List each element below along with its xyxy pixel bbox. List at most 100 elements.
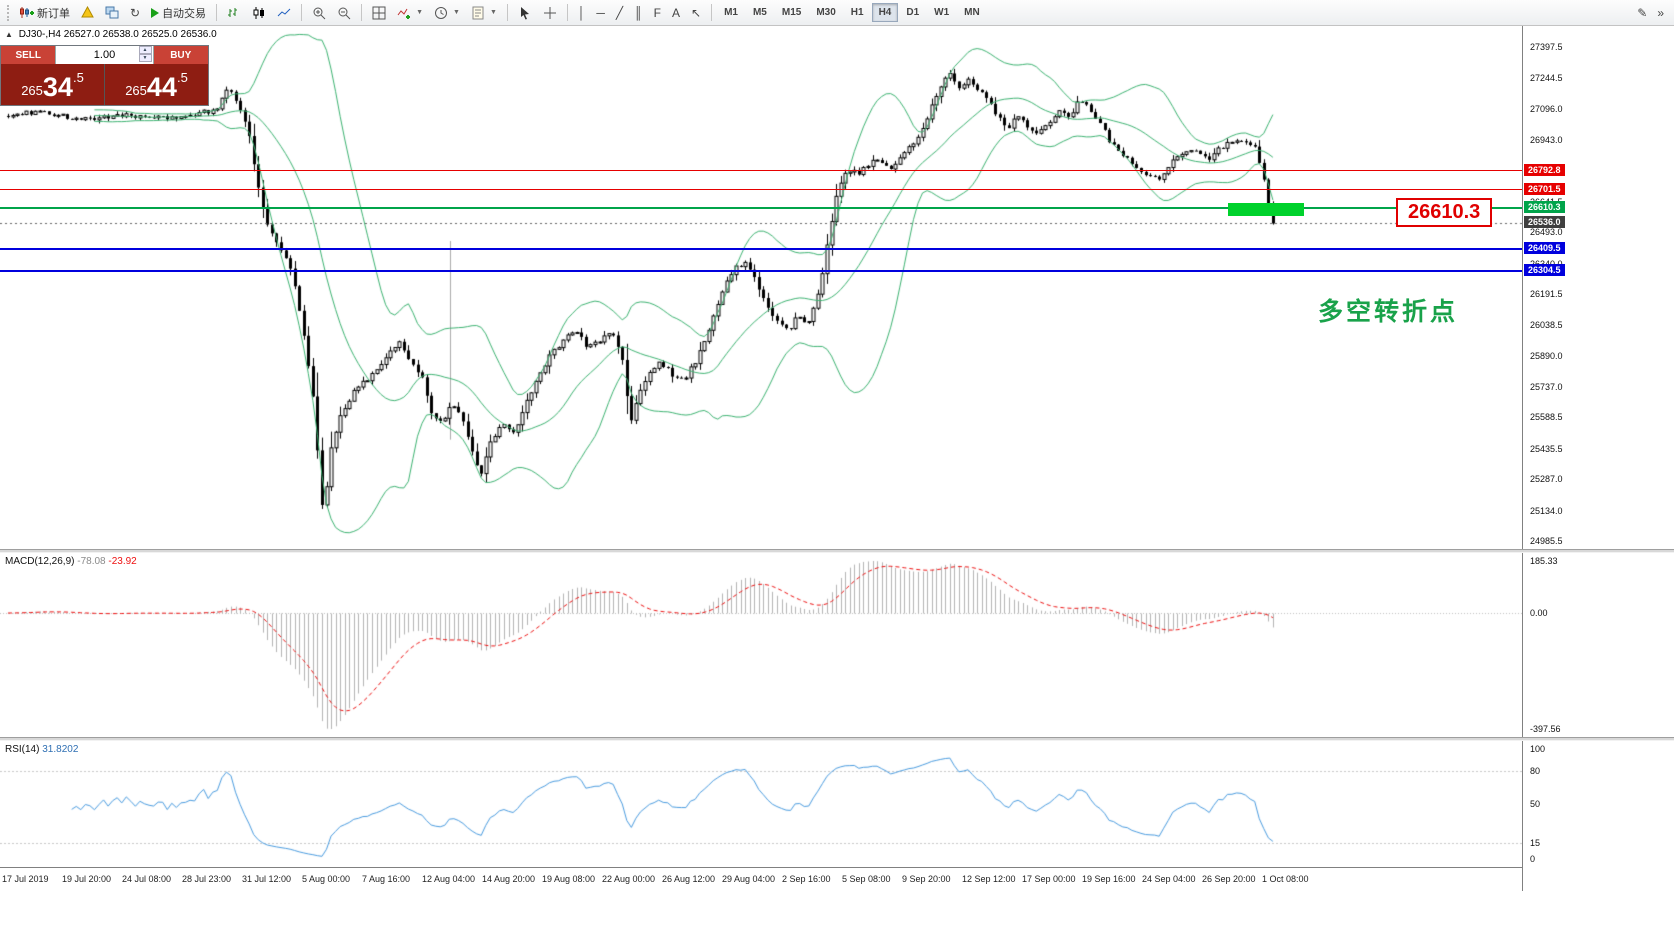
volume-spinner: ▲ ▼ bbox=[138, 46, 152, 62]
price-tick: 25588.5 bbox=[1530, 412, 1563, 423]
arrows-tool-button[interactable]: ↖ bbox=[686, 2, 706, 23]
macd-chart-canvas[interactable] bbox=[0, 553, 1522, 737]
customize-toolbar-button[interactable]: ✎ bbox=[1632, 2, 1652, 23]
time-label: 19 Sep 16:00 bbox=[1082, 874, 1136, 884]
toolbar-separator bbox=[711, 4, 713, 21]
new-order-icon bbox=[20, 7, 34, 18]
sell-price-box[interactable]: 265 34.5 bbox=[1, 64, 104, 105]
buy-price-box[interactable]: 265 44.5 bbox=[105, 64, 208, 105]
price-tick: 26191.5 bbox=[1530, 288, 1563, 299]
buy-price-prefix: 265 bbox=[125, 83, 147, 98]
tile-windows-button[interactable] bbox=[367, 2, 391, 23]
timeframe-m15[interactable]: M15 bbox=[775, 3, 808, 22]
play-icon bbox=[151, 7, 160, 18]
windows-icon bbox=[105, 6, 119, 19]
channel-button[interactable]: ║ bbox=[629, 2, 648, 23]
crosshair-button[interactable] bbox=[538, 2, 562, 23]
price-line-label: 26610.3 bbox=[1524, 201, 1565, 214]
price-callout-label[interactable]: 26610.3 bbox=[1396, 198, 1493, 227]
timeframe-mn[interactable]: MN bbox=[957, 3, 987, 22]
toolbar-overflow-button[interactable]: » bbox=[1652, 2, 1669, 23]
time-label: 17 Sep 00:00 bbox=[1022, 874, 1076, 884]
pane-separator[interactable] bbox=[0, 549, 1674, 553]
trendline-icon: ╱ bbox=[615, 5, 624, 20]
horizontal-line-button[interactable]: ─ bbox=[591, 2, 610, 23]
volume-down-button[interactable]: ▼ bbox=[138, 54, 152, 62]
chevron-down-icon: ▼ bbox=[453, 9, 460, 16]
horizontal-line[interactable] bbox=[0, 269, 1522, 272]
candlestick-chart-canvas[interactable] bbox=[0, 26, 1522, 549]
bottom-filler bbox=[0, 891, 1674, 951]
pane-separator[interactable] bbox=[0, 737, 1674, 741]
timeframe-w1[interactable]: W1 bbox=[927, 3, 956, 22]
horizontal-line[interactable] bbox=[0, 207, 1522, 210]
timeframe-m1[interactable]: M1 bbox=[717, 3, 745, 22]
tile-windows-icon bbox=[372, 6, 386, 19]
profiles-button[interactable] bbox=[100, 2, 124, 23]
bar-chart-button[interactable] bbox=[222, 2, 246, 23]
macd-pane[interactable]: MACD(12,26,9) -78.08 -23.92 bbox=[0, 553, 1522, 737]
rsi-chart-canvas[interactable] bbox=[0, 741, 1522, 867]
toolbar-separator bbox=[566, 4, 568, 21]
template-icon bbox=[472, 6, 484, 19]
timeframe-h1[interactable]: H1 bbox=[844, 3, 871, 22]
zoom-in-button[interactable] bbox=[307, 2, 331, 23]
horizontal-line[interactable] bbox=[0, 248, 1522, 251]
cursor-button[interactable] bbox=[513, 2, 537, 23]
new-chart-button[interactable] bbox=[76, 2, 99, 23]
timeframe-d1[interactable]: D1 bbox=[899, 3, 926, 22]
time-label: 24 Jul 08:00 bbox=[122, 874, 172, 884]
fibonacci-button[interactable]: F bbox=[649, 2, 666, 23]
one-click-collapse-icon[interactable]: ▲ bbox=[5, 30, 13, 39]
candlestick-chart-button[interactable] bbox=[247, 2, 271, 23]
timeframe-h4[interactable]: H4 bbox=[871, 3, 899, 22]
indicators-button[interactable]: ▼ bbox=[392, 2, 428, 23]
time-label: 31 Jul 12:00 bbox=[242, 874, 292, 884]
line-chart-button[interactable] bbox=[272, 2, 296, 23]
volume-up-button[interactable]: ▲ bbox=[138, 46, 152, 54]
chevron-down-icon: ▼ bbox=[489, 9, 497, 16]
periods-button[interactable]: ▼ bbox=[429, 2, 465, 23]
refresh-button[interactable]: ↻ bbox=[125, 2, 145, 23]
rsi-label: RSI(14) 31.8202 bbox=[5, 744, 78, 755]
toolbar-grip[interactable] bbox=[7, 4, 10, 21]
price-axis[interactable]: 27397.527244.527096.026943.026641.526493… bbox=[1522, 26, 1674, 891]
trendline-button[interactable]: ╱ bbox=[611, 2, 628, 23]
turning-point-note[interactable]: 多空转折点 bbox=[1318, 298, 1459, 326]
time-label: 12 Aug 04:00 bbox=[422, 874, 476, 884]
volume-field[interactable]: 1.00 ▲ ▼ bbox=[55, 46, 154, 64]
rsi-tick: 80 bbox=[1530, 766, 1541, 776]
candlestick-icon bbox=[253, 6, 265, 19]
rsi-tick: 15 bbox=[1530, 837, 1541, 848]
auto-trading-button[interactable]: 自动交易 bbox=[146, 2, 211, 23]
time-label: 26 Sep 20:00 bbox=[1202, 874, 1256, 884]
highlight-bar[interactable] bbox=[1228, 203, 1304, 216]
order-widget-header: SELL 1.00 ▲ ▼ BUY bbox=[1, 46, 208, 64]
time-axis[interactable]: 17 Jul 2019 19 Jul 20:00 24 Jul 08:00 28 Ju… bbox=[0, 867, 1522, 891]
timeframe-m30[interactable]: M30 bbox=[809, 3, 842, 22]
ohlc-values: 26527.0 26538.0 26525.0 26536.0 bbox=[63, 29, 217, 40]
buy-price-big: 44 bbox=[146, 72, 177, 102]
rsi-pane[interactable]: RSI(14) 31.8202 bbox=[0, 741, 1522, 867]
time-label: 28 Jul 23:00 bbox=[182, 874, 232, 884]
order-widget-prices: 265 34.5 265 44.5 bbox=[1, 64, 208, 105]
new-order-button[interactable]: 新订单 bbox=[14, 2, 75, 23]
rsi-tick: 100 bbox=[1530, 744, 1546, 754]
buy-button[interactable]: BUY bbox=[153, 46, 208, 64]
timeframe-m5[interactable]: M5 bbox=[746, 3, 774, 22]
templates-button[interactable]: ▼ bbox=[466, 2, 502, 23]
horizontal-line[interactable] bbox=[0, 189, 1522, 190]
vertical-line-button[interactable]: │ bbox=[573, 2, 591, 23]
line-chart-icon bbox=[277, 8, 291, 16]
sell-button[interactable]: SELL bbox=[1, 46, 56, 64]
time-label: 17 Jul 2019 bbox=[2, 874, 49, 884]
price-tick: 25134.0 bbox=[1530, 505, 1563, 516]
zoom-out-button[interactable] bbox=[332, 2, 356, 23]
buy-price-suffix: .5 bbox=[176, 70, 188, 85]
price-chart-pane[interactable]: ▲ DJ30-,H4 26527.0 26538.0 26525.0 26536… bbox=[0, 26, 1522, 549]
horizontal-line[interactable] bbox=[0, 170, 1522, 172]
price-tick: 27244.5 bbox=[1530, 73, 1563, 84]
text-tool-button[interactable]: A bbox=[667, 2, 685, 23]
arrow-icon: ↖ bbox=[691, 5, 702, 20]
symbol-info: ▲ DJ30-,H4 26527.0 26538.0 26525.0 26536… bbox=[5, 29, 217, 40]
